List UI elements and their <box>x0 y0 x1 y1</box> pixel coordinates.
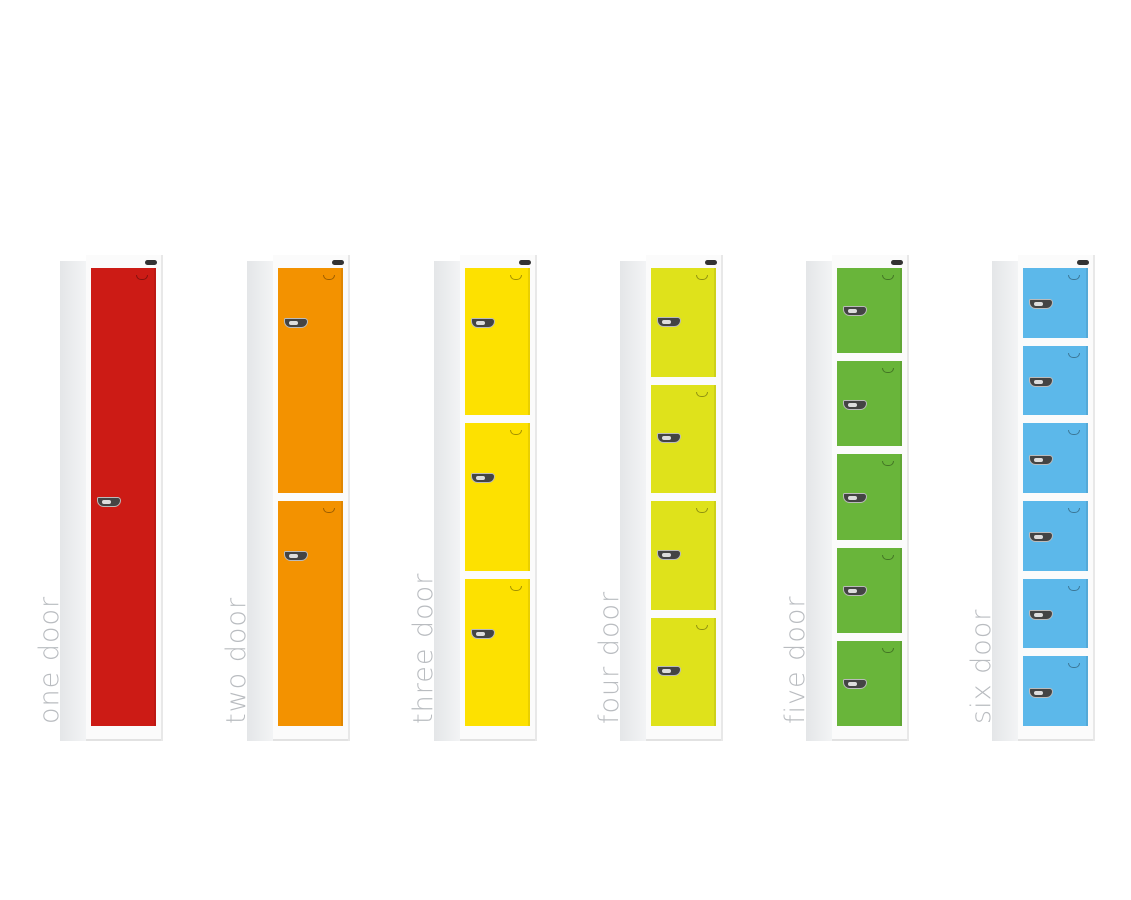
number-tag-icon <box>1068 275 1080 280</box>
locker-label: three door <box>408 572 439 724</box>
locker-door[interactable] <box>837 547 902 633</box>
door-handle-icon[interactable] <box>1029 454 1053 465</box>
locker-5 <box>806 255 909 741</box>
locker-6 <box>992 255 1095 741</box>
locker-1 <box>60 255 163 741</box>
number-tag-icon <box>136 275 148 280</box>
locker-door[interactable] <box>651 384 716 493</box>
door-handle-icon[interactable] <box>657 549 681 560</box>
locker-door[interactable] <box>278 268 343 493</box>
number-tag-icon <box>1068 585 1080 591</box>
number-tag-icon <box>882 554 894 560</box>
door-handle-icon[interactable] <box>471 628 495 639</box>
door-handle-icon[interactable] <box>471 318 495 328</box>
locker-door[interactable] <box>1023 656 1088 726</box>
number-tag-icon <box>1068 430 1080 436</box>
number-tag-icon <box>696 508 708 513</box>
door-handle-icon[interactable] <box>843 399 867 410</box>
locker-door[interactable] <box>465 268 530 416</box>
locker-4 <box>620 255 723 741</box>
locker-label: four door <box>594 590 625 724</box>
locker-door[interactable] <box>465 423 530 571</box>
locker-label: one door <box>34 595 65 724</box>
locker-door[interactable] <box>1023 501 1088 571</box>
number-tag-icon <box>510 585 522 591</box>
lock-badge-icon <box>332 260 344 265</box>
number-tag-icon <box>1068 352 1080 358</box>
locker-door[interactable] <box>837 640 902 726</box>
locker-door[interactable] <box>837 454 902 540</box>
door-handle-icon[interactable] <box>1029 532 1053 543</box>
door-handle-icon[interactable] <box>657 316 681 327</box>
locker-door[interactable] <box>651 617 716 726</box>
door-handle-icon[interactable] <box>657 666 681 677</box>
number-tag-icon <box>1068 508 1080 513</box>
locker-door[interactable] <box>651 268 716 377</box>
number-tag-icon <box>510 430 522 436</box>
door-handle-icon[interactable] <box>843 679 867 690</box>
number-tag-icon <box>696 391 708 397</box>
locker-door[interactable] <box>278 501 343 726</box>
number-tag-icon <box>882 647 894 653</box>
locker-door[interactable] <box>837 361 902 447</box>
number-tag-icon <box>882 461 894 467</box>
door-handle-icon[interactable] <box>284 551 308 561</box>
locker-door[interactable] <box>1023 268 1088 338</box>
locker-3 <box>434 255 537 741</box>
door-handle-icon[interactable] <box>284 318 308 328</box>
number-tag-icon <box>882 275 894 280</box>
number-tag-icon <box>696 624 708 630</box>
door-handle-icon[interactable] <box>843 585 867 596</box>
door-handle-icon[interactable] <box>1029 610 1053 620</box>
locker-door[interactable] <box>465 578 530 726</box>
locker-2 <box>247 255 350 741</box>
locker-label: two door <box>221 596 252 724</box>
door-handle-icon[interactable] <box>471 473 495 484</box>
door-handle-icon[interactable] <box>657 433 681 444</box>
door-handle-icon[interactable] <box>1029 687 1053 698</box>
locker-label: five door <box>780 595 811 724</box>
number-tag-icon <box>323 508 335 513</box>
lock-badge-icon <box>1077 260 1089 265</box>
number-tag-icon <box>323 275 335 280</box>
door-handle-icon[interactable] <box>1029 377 1053 387</box>
lock-badge-icon <box>891 260 903 265</box>
locker-door[interactable] <box>1023 578 1088 649</box>
number-tag-icon <box>882 368 894 374</box>
number-tag-icon <box>1068 663 1080 669</box>
locker-door[interactable] <box>651 501 716 610</box>
locker-door[interactable] <box>1023 423 1088 493</box>
locker-door[interactable] <box>91 268 156 726</box>
door-handle-icon[interactable] <box>97 497 121 507</box>
door-handle-icon[interactable] <box>1029 299 1053 310</box>
lock-badge-icon <box>519 260 531 265</box>
locker-door[interactable] <box>837 268 902 354</box>
number-tag-icon <box>696 275 708 280</box>
locker-door[interactable] <box>1023 345 1088 416</box>
locker-label: six door <box>966 608 997 724</box>
lock-badge-icon <box>705 260 717 265</box>
door-handle-icon[interactable] <box>843 306 867 317</box>
door-handle-icon[interactable] <box>843 492 867 503</box>
lock-badge-icon <box>145 260 157 265</box>
number-tag-icon <box>510 275 522 280</box>
